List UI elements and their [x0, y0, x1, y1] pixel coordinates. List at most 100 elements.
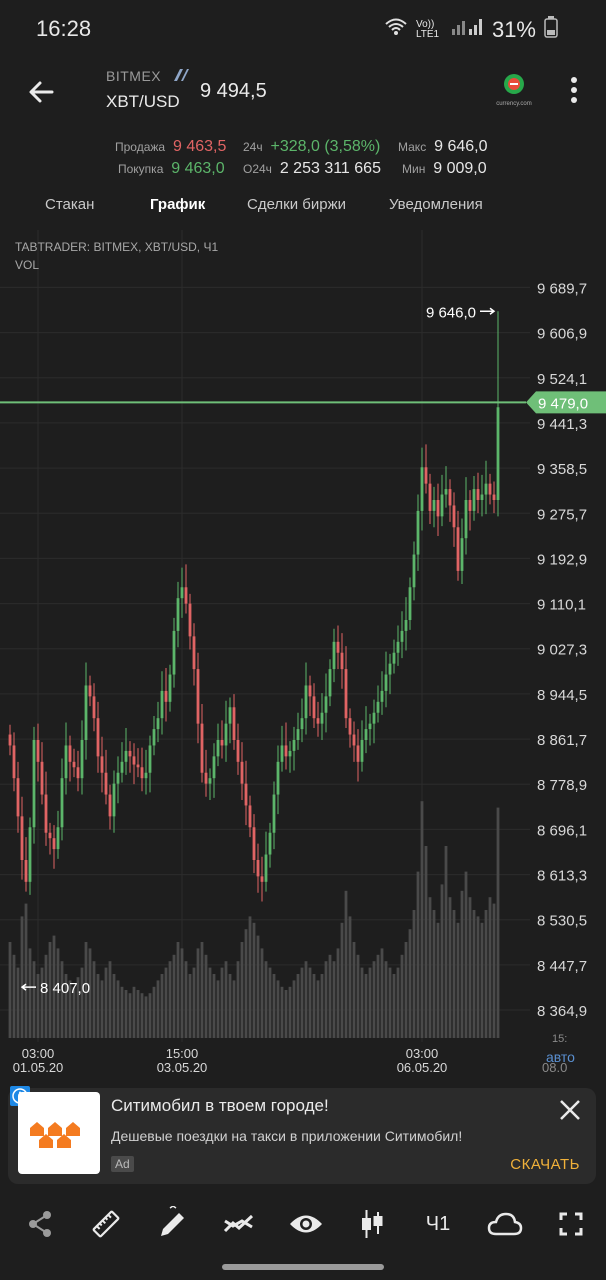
candle-body: [404, 620, 408, 631]
volume-bar: [312, 974, 316, 1038]
volume-bar: [196, 948, 200, 1038]
volume-bar: [316, 980, 320, 1038]
bottom-toolbar: Ч1: [0, 1196, 606, 1252]
home-indicator[interactable]: [222, 1264, 384, 1270]
draw-button[interactable]: [155, 1206, 191, 1242]
volume-bar: [392, 974, 396, 1038]
volume-bar: [40, 967, 44, 1038]
y-tick-label: 8 613,3: [537, 868, 587, 885]
more-menu-button[interactable]: [562, 74, 586, 110]
volume-bar: [100, 980, 104, 1038]
volume-bar: [356, 954, 360, 1038]
volume-bar: [364, 974, 368, 1038]
candle-body: [452, 505, 456, 528]
status-bar: 16:28 Vo)) LTE1 31%: [0, 0, 606, 58]
candle-body: [32, 740, 36, 828]
candle-body: [80, 740, 84, 779]
tab-trades[interactable]: Сделки биржи: [247, 196, 347, 213]
wifi-icon: [384, 17, 408, 43]
volume-bar: [484, 910, 488, 1038]
max-value: 9 646,0: [434, 138, 488, 155]
taxi-logo-icon: [30, 1122, 80, 1148]
ad-logo[interactable]: [18, 1092, 100, 1174]
ruler-button[interactable]: [88, 1206, 124, 1242]
battery-icon: [544, 16, 558, 44]
volume-bar: [472, 910, 476, 1038]
volume-bar: [176, 942, 180, 1038]
y-tick-label: 8 447,7: [537, 958, 587, 975]
currency-com-logo[interactable]: currency.com: [494, 72, 534, 112]
volume-bar: [260, 948, 264, 1038]
volume-bar: [124, 990, 128, 1038]
candle-body: [420, 467, 424, 511]
change-label: 24ч: [243, 140, 263, 154]
chart-annotations: 9 646,0 8 407,0: [20, 304, 496, 997]
candle-body: [28, 827, 32, 882]
chart-subtitle: VOL: [15, 258, 40, 272]
ruler-icon: [92, 1210, 120, 1238]
candle-body: [356, 745, 360, 762]
back-button[interactable]: [22, 72, 62, 112]
ad-title: Ситимобил в твоем городе!: [111, 1096, 329, 1115]
volume-bar: [272, 974, 276, 1038]
network-label: Vo)) LTE1: [415, 19, 440, 40]
y-axis-ticks: 9 689,7 9 606,9 9 524,1 9 441,3 9 358,5 9 275…: [537, 280, 587, 1020]
x-tick-date-partial: 08.0: [542, 1060, 567, 1075]
candle-body: [168, 674, 172, 702]
battery-label: 31%: [491, 17, 536, 42]
tab-order-book[interactable]: Стакан: [45, 196, 95, 213]
candle-body: [232, 707, 236, 740]
fullscreen-button[interactable]: [553, 1206, 589, 1242]
visibility-button[interactable]: [288, 1206, 324, 1242]
candle-body: [48, 832, 52, 839]
max-row: Макс 9 646,0: [398, 138, 487, 156]
volume-bar: [448, 897, 452, 1038]
candle-body: [384, 674, 388, 691]
candle-body: [284, 745, 288, 757]
volume-bar: [180, 948, 184, 1038]
chart-type-button[interactable]: [354, 1206, 390, 1242]
share-button[interactable]: [22, 1206, 58, 1242]
chart-canvas[interactable]: 9 689,7 9 606,9 9 524,1 9 441,3 9 358,5 9 275…: [0, 230, 606, 1086]
status-right: Vo)) LTE1 31%: [384, 16, 558, 44]
candle-body: [344, 669, 348, 719]
volume-bar: [72, 986, 76, 1038]
volume-bar: [408, 929, 412, 1038]
volume-bar: [464, 871, 468, 1038]
candle-body: [432, 500, 436, 511]
ad-banner[interactable]: Ситимобил в твоем городе! Дешевые поездк…: [8, 1086, 596, 1184]
ad-cta-button[interactable]: СКАЧАТЬ: [510, 1156, 580, 1173]
volume-bar: [156, 980, 160, 1038]
ad-close-button[interactable]: [558, 1098, 582, 1122]
candle-body: [88, 685, 92, 697]
volume-bar: [36, 974, 40, 1038]
volume-bar: [360, 967, 364, 1038]
close-icon: [560, 1100, 580, 1120]
volume-bar: [396, 967, 400, 1038]
volume-bar: [324, 961, 328, 1038]
candle-body: [400, 630, 404, 642]
tab-alerts[interactable]: Уведомления: [389, 196, 483, 213]
candle-body: [68, 745, 72, 762]
price-chart[interactable]: 9 689,7 9 606,9 9 524,1 9 441,3 9 358,5 9 275…: [0, 230, 606, 1086]
candle-body: [252, 827, 256, 860]
y-tick-label: 9 192,9: [537, 551, 587, 568]
volume-bar: [340, 922, 344, 1038]
indicators-button[interactable]: [221, 1206, 257, 1242]
high-annotation: 9 646,0: [426, 304, 476, 321]
sell-label: Продажа: [115, 140, 166, 154]
volume-bar: [308, 967, 312, 1038]
candlestick-icon: [362, 1210, 383, 1238]
tab-chart[interactable]: График: [150, 196, 206, 213]
candle-body: [116, 772, 120, 784]
interval-button[interactable]: Ч1: [425, 1212, 451, 1235]
cloud-button[interactable]: [487, 1206, 523, 1242]
candle-body: [148, 745, 152, 773]
y-tick-label: 9 027,3: [537, 642, 587, 659]
signal-icon: [450, 17, 484, 43]
volume-bar: [16, 967, 20, 1038]
candle-body: [300, 718, 304, 730]
bitmex-logo-icon: [173, 69, 189, 81]
volume-bar: [264, 961, 268, 1038]
volume-bar: [344, 890, 348, 1038]
